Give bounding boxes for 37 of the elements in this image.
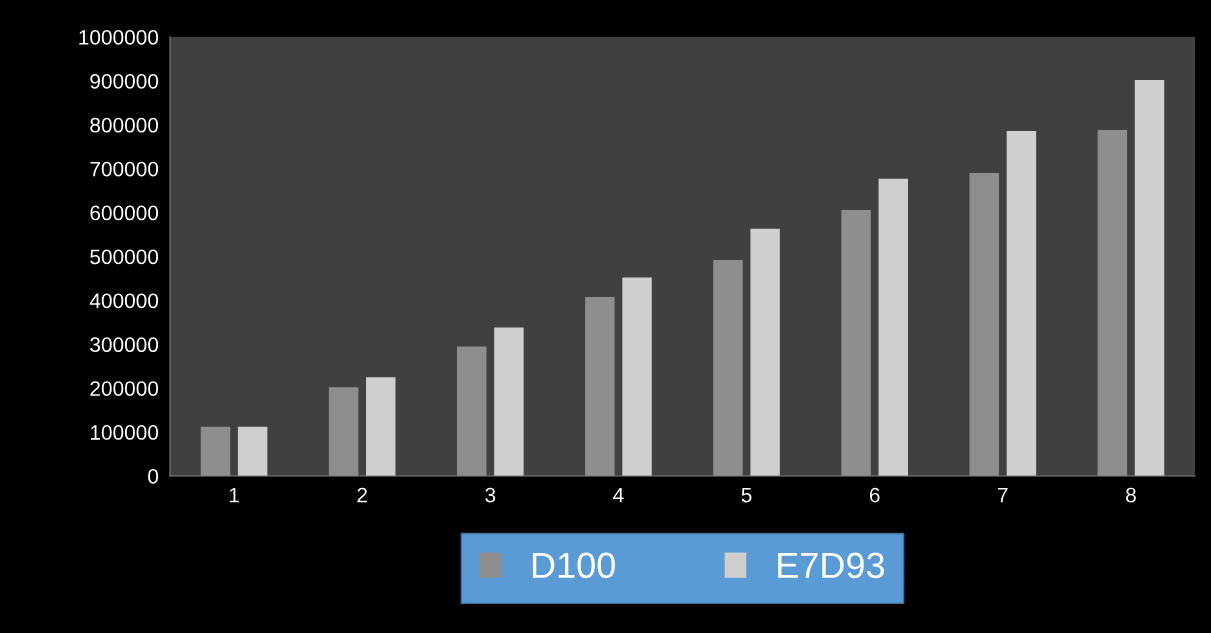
bar <box>1097 130 1128 476</box>
x-tick-label: 1 <box>229 487 239 503</box>
x-tick-label: 3 <box>485 487 496 503</box>
bar <box>585 296 615 476</box>
y-tick-label: 0 <box>148 469 159 484</box>
bar <box>457 346 487 476</box>
bar <box>713 260 743 476</box>
x-tick-label: 7 <box>998 487 1008 503</box>
y-tick-label: 800000 <box>90 117 159 133</box>
bar <box>878 178 908 476</box>
bar <box>1134 80 1165 476</box>
y-tick-label: 400000 <box>89 293 159 309</box>
legend-label: E7D93 <box>778 552 885 579</box>
y-tick-label: 200000 <box>90 381 159 396</box>
y-tick-label: 500000 <box>90 249 159 265</box>
x-tick-label: 2 <box>357 487 367 503</box>
bar <box>200 426 231 476</box>
bar <box>841 209 871 476</box>
x-tick-label: 5 <box>741 487 752 503</box>
bar <box>969 173 999 476</box>
y-tick-label: 1000000 <box>79 30 159 45</box>
bar <box>1006 130 1037 476</box>
legend-label: D100 <box>532 552 615 579</box>
bar <box>328 387 359 476</box>
x-tick-label: 4 <box>613 487 624 503</box>
x-tick-label: 6 <box>869 487 880 503</box>
bar <box>622 277 652 476</box>
y-tick-label: 300000 <box>90 337 159 353</box>
y-tick-label: 700000 <box>90 161 159 177</box>
y-tick-label: 100000 <box>90 425 159 440</box>
y-tick-label: 600000 <box>90 205 159 221</box>
bar <box>494 327 524 476</box>
x-tick-label: 8 <box>1126 487 1136 503</box>
y-tick-label: 900000 <box>90 73 159 89</box>
bar <box>366 377 396 476</box>
bar <box>237 426 268 476</box>
bar <box>750 228 780 476</box>
